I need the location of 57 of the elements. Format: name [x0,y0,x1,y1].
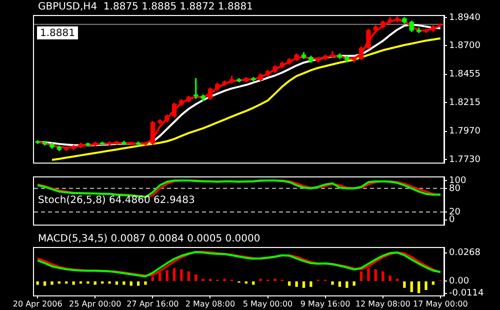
bar [194,274,198,282]
x-tick-label: 12 May 08:00 [355,299,410,308]
x-tick-label: 27 Apr 16:00 [126,299,179,308]
bar [346,281,348,288]
y-tick-label: 0.00 [449,276,470,287]
chart-title: GBPUSD,H4 1.8875 1.8885 1.8872 1.8881 [38,2,253,13]
bar [288,281,291,286]
bar [374,269,377,282]
y-tick-label: 1.7730 [449,154,481,165]
bar [136,281,140,286]
bar [388,276,392,282]
bar [403,281,406,288]
ref-line-label: 1.8881 [40,28,75,39]
bar [43,281,46,286]
y-tick-label: 1.8455 [449,70,480,80]
bar [187,271,190,282]
bar [310,281,312,287]
chart-title: MACD(5,34,5) 0.0087 0.0084 0.0005 0.0000 [38,234,260,245]
y-tick-label: 1.8940 [449,12,481,23]
text: Stoch(26,5,8) 64.4860 62.9483 [38,194,195,206]
x-tick-label: 5 May 00:00 [242,299,293,308]
x-tick-label: 2 May 08:00 [185,299,236,308]
bar [86,281,90,284]
bar [382,271,384,282]
x-tick-label: 9 May 16:00 [300,299,350,308]
bar [166,270,168,282]
bar [331,281,334,285]
y-tick-label: -0.0114 [449,288,484,299]
bar [172,268,176,282]
x-tick-label: 25 Apr 00:00 [69,299,122,308]
bar [274,278,276,282]
bar [295,281,298,287]
bar [352,281,356,286]
bar [223,278,226,282]
bar [144,281,147,285]
bar [396,278,399,282]
bar [72,281,75,285]
bar [50,281,54,285]
y-tick-label: 0.0268 [449,248,481,258]
bar [202,278,204,282]
y-tick-label: 1.7970 [449,126,481,137]
bar [338,281,342,287]
bar [302,281,306,288]
x-tick-label: 17 May 00:00 [412,299,468,308]
bar [259,278,262,282]
y-tick-label: 80 [449,184,461,194]
bar [410,281,413,292]
bar [424,281,428,290]
x-tick-label: 20 Apr 2006 [12,299,62,308]
y-tick-label: 1.8700 [449,40,481,51]
bar [108,281,111,284]
y-tick-label: 0 [449,215,455,226]
y-tick-label: 1.8215 [449,98,480,108]
bar [130,281,132,286]
bar [180,269,183,282]
bar [208,278,212,282]
bar [417,281,420,294]
